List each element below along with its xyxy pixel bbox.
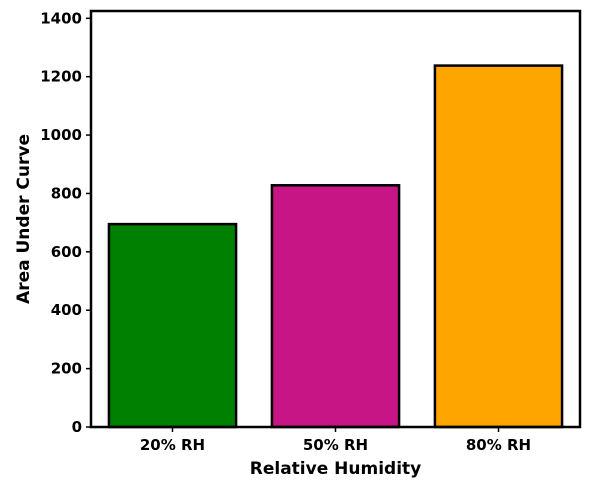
x-axis-label: Relative Humidity — [250, 459, 421, 479]
y-tick-label: 1400 — [40, 9, 82, 27]
bars-group — [107, 64, 564, 429]
x-axis: 20% RH 50% RH 80% RH — [140, 427, 531, 454]
y-tick-label: 1000 — [40, 126, 82, 144]
y-tick-label: 800 — [51, 184, 82, 202]
y-tick-label: 1200 — [40, 68, 82, 86]
bar — [107, 222, 238, 429]
y-tick-label: 0 — [72, 418, 82, 436]
y-tick-label: 600 — [51, 243, 82, 261]
x-tick-label: 80% RH — [466, 436, 531, 454]
bar — [433, 64, 564, 429]
x-tick-label: 50% RH — [303, 436, 368, 454]
y-axis: 0 200 400 600 800 1000 1200 1400 — [40, 9, 91, 436]
bar — [270, 184, 401, 429]
y-tick-label: 200 — [51, 360, 82, 378]
y-axis-label: Area Under Curve — [14, 134, 34, 304]
y-tick-label: 400 — [51, 301, 82, 319]
x-tick-label: 20% RH — [140, 436, 205, 454]
